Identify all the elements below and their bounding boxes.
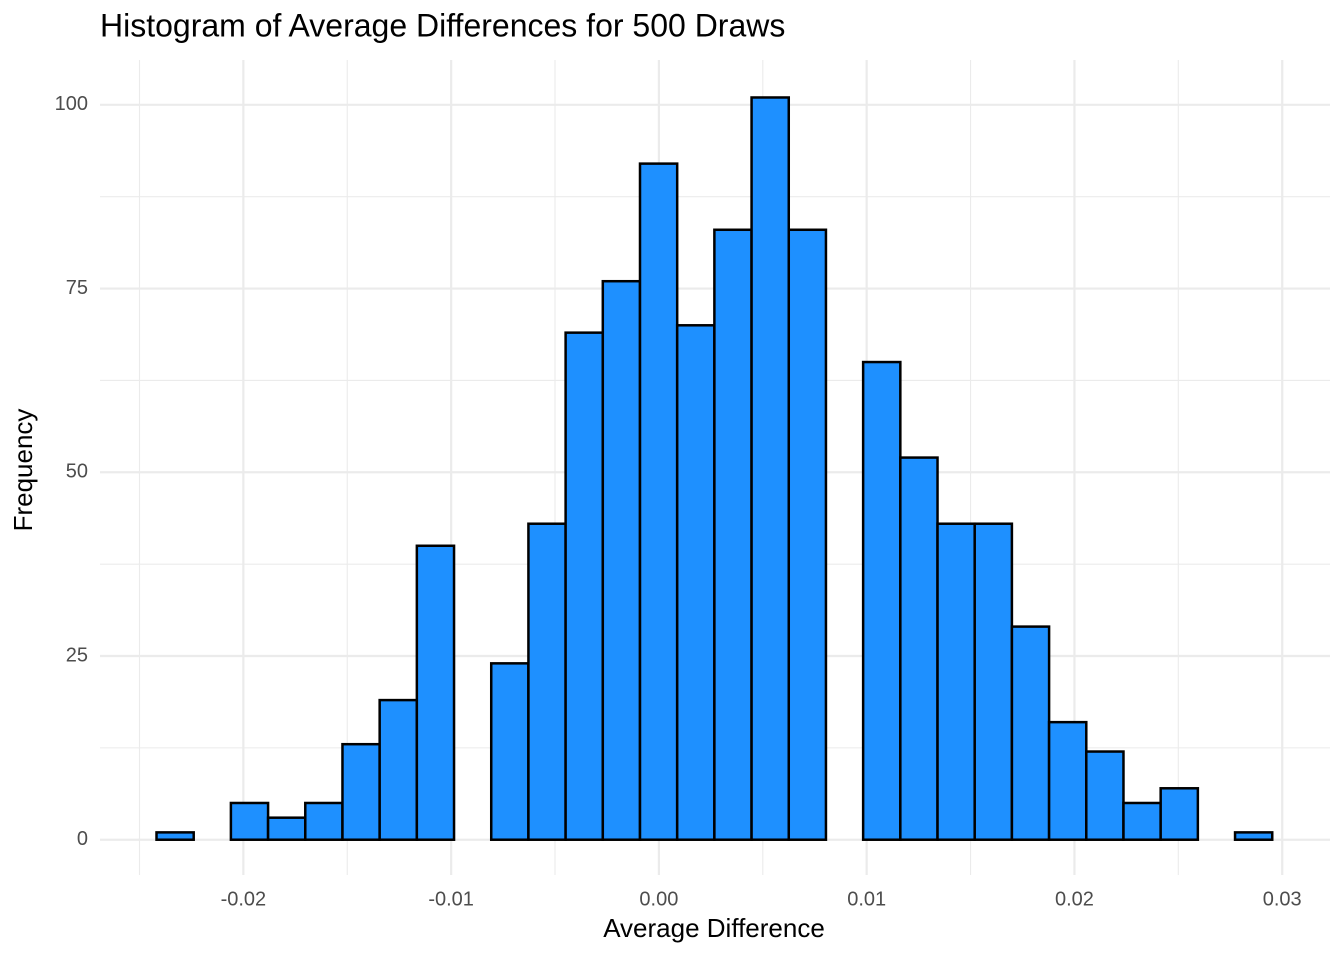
chart-title: Histogram of Average Differences for 500… (100, 7, 785, 43)
x-tick-label: -0.02 (221, 888, 267, 910)
bar (304, 801, 344, 841)
bar (936, 522, 976, 841)
bar (973, 522, 1014, 841)
y-tick-label: 25 (66, 644, 88, 666)
x-axis-title: Average Difference (603, 913, 825, 943)
bar (266, 816, 307, 841)
x-tick-label: 0.02 (1055, 888, 1094, 910)
y-axis-title: Frequency (8, 409, 38, 532)
bar (155, 831, 195, 841)
bar (601, 279, 642, 841)
bar (415, 544, 456, 841)
y-tick-label: 100 (55, 93, 88, 115)
bar (1122, 801, 1162, 841)
bar (341, 742, 381, 841)
bar (564, 331, 605, 841)
bar (750, 96, 791, 841)
bar (1159, 787, 1200, 841)
x-tick-label: 0.01 (847, 888, 886, 910)
bar (527, 522, 567, 841)
x-tick-label: 0.03 (1263, 888, 1302, 910)
bar (1085, 750, 1125, 841)
bar (675, 324, 716, 841)
bar (1047, 720, 1088, 841)
bar (861, 360, 902, 841)
bar (899, 456, 939, 841)
x-tick-label: -0.01 (428, 888, 474, 910)
bar (638, 162, 679, 841)
bar (787, 228, 828, 841)
bar (229, 801, 270, 841)
y-tick-label: 75 (66, 277, 88, 299)
bar (713, 228, 753, 841)
bar (1010, 625, 1051, 841)
y-tick-label: 50 (66, 461, 88, 483)
y-tick-label: 0 (77, 828, 88, 850)
x-tick-label: 0.00 (639, 888, 678, 910)
bar (489, 662, 530, 841)
bar (1233, 831, 1274, 841)
bar (378, 698, 419, 841)
